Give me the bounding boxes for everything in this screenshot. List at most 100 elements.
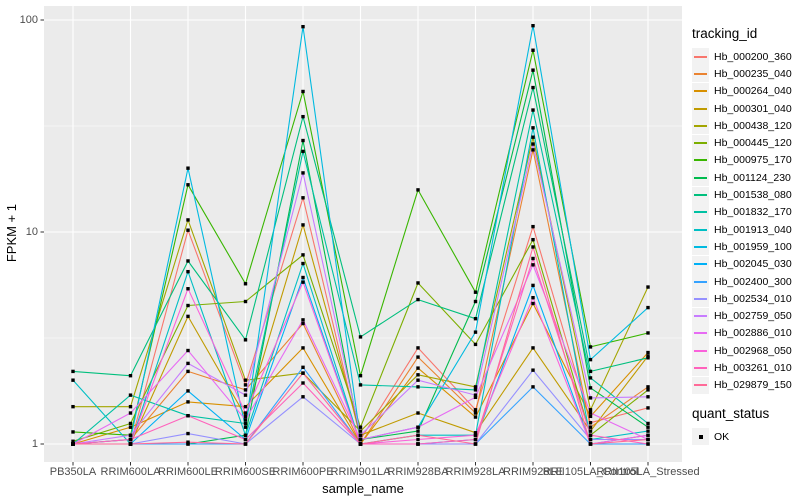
data-point bbox=[186, 303, 190, 308]
data-point bbox=[128, 425, 133, 429]
data-point bbox=[531, 295, 535, 300]
data-point bbox=[243, 404, 248, 409]
legend-item-Hb_002400_300: Hb_002400_300 bbox=[692, 273, 798, 290]
legend-key-icon bbox=[692, 169, 709, 187]
data-point bbox=[416, 355, 420, 359]
data-point bbox=[531, 385, 535, 389]
legend-label: Hb_002534_010 bbox=[714, 292, 792, 305]
legend-line-swatch bbox=[694, 263, 707, 266]
data-point bbox=[301, 275, 305, 280]
legend-label: Hb_000438_120 bbox=[714, 119, 792, 132]
legend-label: Hb_001832_170 bbox=[714, 206, 792, 219]
data-point bbox=[186, 269, 190, 274]
data-point bbox=[416, 366, 420, 370]
data-point bbox=[531, 224, 535, 229]
data-point bbox=[588, 345, 593, 349]
y-tick-label: 100 bbox=[19, 13, 38, 26]
legend-line-swatch bbox=[694, 55, 707, 58]
data-point bbox=[531, 85, 535, 90]
legend-line-swatch bbox=[694, 176, 707, 179]
legend-item-Hb_001124_230: Hb_001124_230 bbox=[692, 169, 798, 187]
legend-key-icon bbox=[692, 82, 709, 100]
data-point bbox=[358, 383, 363, 387]
legend-line-swatch bbox=[694, 107, 707, 110]
data-point bbox=[473, 442, 478, 446]
data-point bbox=[531, 68, 535, 72]
y-tick-label: 10 bbox=[25, 225, 38, 238]
data-point bbox=[588, 386, 593, 390]
data-point bbox=[243, 437, 248, 442]
data-point bbox=[588, 396, 593, 400]
data-point bbox=[473, 431, 478, 435]
data-point bbox=[301, 318, 305, 322]
data-point bbox=[531, 237, 535, 242]
x-axis-title: sample_name bbox=[322, 481, 404, 496]
legend-key-icon bbox=[692, 134, 709, 152]
legend-label: Hb_000264_040 bbox=[714, 85, 792, 98]
legend-item-Hb_001959_100: Hb_001959_100 bbox=[692, 238, 798, 256]
legend-line-swatch bbox=[694, 90, 707, 93]
data-point bbox=[588, 429, 593, 433]
data-point bbox=[71, 430, 75, 434]
data-point bbox=[301, 253, 305, 257]
legend-label: Hb_002045_030 bbox=[714, 258, 792, 271]
legend-label: Hb_000200_360 bbox=[714, 50, 792, 63]
data-point bbox=[128, 437, 133, 442]
legend-item-Hb_002534_010: Hb_002534_010 bbox=[692, 290, 798, 308]
legend-item-Hb_000975_170: Hb_000975_170 bbox=[692, 151, 798, 169]
data-point bbox=[646, 388, 650, 392]
legend-item-Hb_001538_080: Hb_001538_080 bbox=[692, 186, 798, 204]
legend-key-icon bbox=[692, 255, 709, 273]
legend-label: Hb_029879_150 bbox=[714, 379, 792, 392]
legend-label: Hb_001124_230 bbox=[714, 171, 791, 184]
data-point bbox=[588, 437, 593, 442]
x-tick-label: RRII105LA_Stressed bbox=[596, 466, 700, 478]
legend-line-swatch bbox=[694, 211, 707, 214]
legend-title-tracking-id: tracking_id bbox=[692, 26, 758, 41]
data-point bbox=[588, 408, 593, 412]
data-point bbox=[186, 442, 190, 446]
legend-line-swatch bbox=[694, 228, 707, 231]
x-tick-label: RRIM600PE bbox=[272, 466, 334, 478]
data-point bbox=[646, 356, 650, 360]
legend-key-icon bbox=[692, 273, 709, 290]
data-point bbox=[531, 263, 535, 267]
x-tick-label: RRIM928LA bbox=[445, 466, 506, 478]
data-point bbox=[358, 442, 363, 446]
data-point bbox=[473, 342, 478, 347]
data-point bbox=[416, 433, 420, 437]
data-point bbox=[301, 321, 305, 326]
data-point bbox=[646, 331, 650, 335]
legend-label: Hb_000235_040 bbox=[714, 67, 792, 80]
data-point bbox=[301, 346, 305, 350]
legend-label-ok: OK bbox=[714, 430, 730, 443]
data-point bbox=[301, 395, 305, 399]
data-point bbox=[416, 346, 420, 350]
legend-line-swatch bbox=[694, 280, 707, 283]
data-point bbox=[588, 425, 593, 429]
data-point bbox=[301, 381, 305, 385]
data-point bbox=[473, 290, 478, 294]
data-point bbox=[646, 395, 650, 399]
data-point bbox=[71, 378, 75, 382]
data-point bbox=[243, 378, 248, 382]
x-tick-label: RRIM928LE bbox=[503, 466, 563, 478]
data-point bbox=[243, 414, 248, 419]
data-point bbox=[416, 188, 420, 192]
legend-item-Hb_000200_360: Hb_000200_360 bbox=[692, 48, 798, 66]
data-point bbox=[243, 433, 248, 437]
data-point bbox=[531, 135, 535, 139]
x-tick-label: RRIM600LA bbox=[100, 466, 161, 478]
y-axis-tick-labels: 1 10 100 bbox=[0, 0, 38, 500]
legend-line-swatch bbox=[694, 142, 707, 145]
legend-item-Hb_000264_040: Hb_000264_040 bbox=[692, 82, 798, 100]
data-point bbox=[531, 108, 535, 112]
data-point bbox=[473, 388, 478, 392]
data-point bbox=[243, 383, 248, 387]
data-point bbox=[531, 126, 535, 130]
data-point bbox=[128, 404, 133, 409]
data-point bbox=[128, 421, 133, 426]
data-point bbox=[358, 429, 363, 433]
legend-key-icon bbox=[692, 186, 709, 204]
data-point bbox=[531, 346, 535, 350]
